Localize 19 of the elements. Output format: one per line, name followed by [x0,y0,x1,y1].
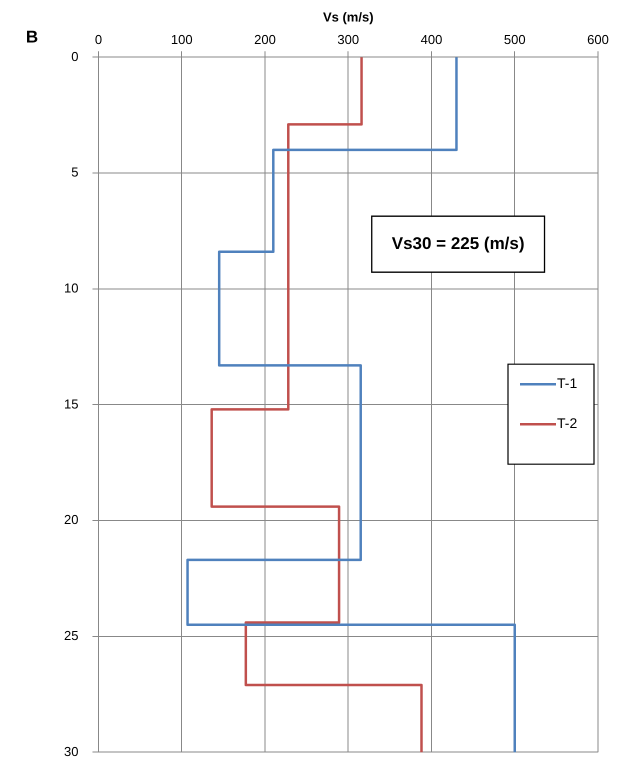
text: B [26,28,38,47]
x-tick-label: 400 [420,32,442,47]
x-tick-label: 300 [337,32,360,47]
annotation: Vs30 = 225 (m/s) [392,234,525,253]
y-tick-label: 30 [64,744,78,759]
y-tick-label: 20 [64,512,78,528]
x-tick-label: 100 [170,32,193,47]
x-tick-label: 500 [504,32,526,47]
y-tick-label: 10 [64,280,78,296]
y-tick-label: 5 [71,164,78,180]
y-tick-label: 0 [71,48,78,64]
x-axis-title: Vs (m/s) [322,9,374,24]
x-tick-label: 0 [94,32,102,47]
legend-label: T-2 [557,415,578,432]
legend-label: T-1 [557,375,578,392]
x-tick-label: 600 [587,32,609,47]
y-tick-label: 25 [64,628,78,643]
x-tick-label: 200 [254,32,276,47]
y-tick-label: 15 [64,396,78,412]
